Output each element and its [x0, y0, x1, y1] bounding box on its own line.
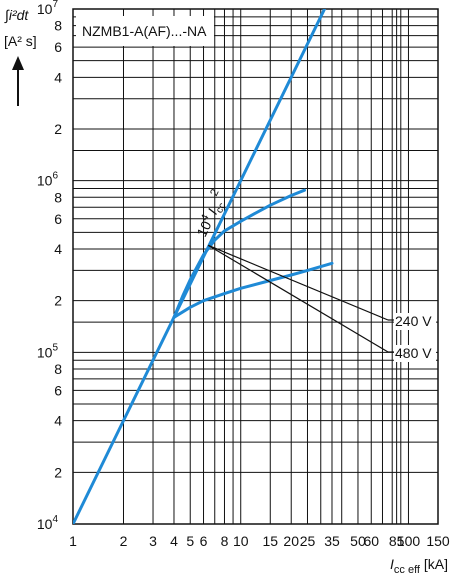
y-tick-label: 6 — [54, 39, 62, 55]
x-tick-label: 35 — [324, 533, 340, 549]
y-tick-mantissa: 4 — [54, 413, 62, 429]
x-tick-label: 85 — [389, 533, 405, 549]
x-tick-label: 8 — [221, 533, 229, 549]
x-axis-subscript: cc eff — [394, 564, 421, 576]
annotation-480v: 480 V — [395, 345, 432, 361]
chart-title: NZMB1-A(AF)...-NA — [82, 23, 207, 39]
y-tick-label: 2 — [54, 121, 62, 137]
y-tick-mantissa: 8 — [54, 361, 62, 377]
y-tick-exponent: 6 — [52, 171, 58, 182]
x-tick-label: 25 — [300, 533, 316, 549]
x-tick-label: 5 — [186, 533, 194, 549]
y-tick-label: 107 — [37, 0, 59, 17]
y-tick-label: 4 — [54, 241, 62, 257]
y-tick-mantissa: 4 — [54, 69, 62, 85]
x-axis-symbol: I — [390, 556, 394, 572]
y-tick-label: 6 — [54, 382, 62, 398]
y-tick-mantissa: 6 — [54, 382, 62, 398]
x-tick-label: 2 — [120, 533, 128, 549]
y-tick-exponent: 4 — [52, 514, 58, 525]
label-pow: 2 — [207, 187, 222, 201]
y-tick-mantissa: 10 — [37, 173, 53, 189]
y-tick-label: 8 — [54, 18, 62, 34]
y-tick-exponent: 5 — [52, 342, 58, 353]
x-tick-label: 10 — [233, 533, 249, 549]
y-tick-mantissa: 6 — [54, 211, 62, 227]
label-exp: 4 — [199, 212, 212, 222]
x-tick-label: 20 — [283, 533, 299, 549]
x-tick-label: 60 — [363, 533, 379, 549]
y-tick-label: 6 — [54, 211, 62, 227]
series-line-1 — [73, 9, 327, 524]
y-tick-mantissa: 2 — [54, 464, 62, 480]
y-tick-mantissa: 10 — [37, 1, 53, 17]
title-box — [76, 16, 214, 46]
y-axis-label-line1: ∫i²dt — [4, 7, 29, 24]
label-coef: 10 — [193, 218, 214, 239]
y-tick-mantissa: 2 — [54, 121, 62, 137]
x-tick-label: 1 — [69, 533, 77, 549]
x-tick-label: 15 — [262, 533, 278, 549]
y-tick-label: 2 — [54, 464, 62, 480]
y-tick-label: 4 — [54, 69, 62, 85]
y-tick-label: 106 — [37, 171, 59, 189]
x-tick-label: 50 — [350, 533, 366, 549]
y-tick-mantissa: 10 — [37, 344, 53, 360]
y-axis-arrow-head — [12, 56, 24, 70]
y-tick-label: 104 — [37, 514, 59, 532]
leader-480v — [207, 244, 389, 353]
y-tick-label: 105 — [37, 342, 59, 360]
series-line-3 — [172, 261, 334, 319]
y-tick-mantissa: 2 — [54, 293, 62, 309]
y-tick-mantissa: 6 — [54, 39, 62, 55]
leader-240v — [207, 244, 389, 321]
y-tick-mantissa: 8 — [54, 189, 62, 205]
y-axis-integral: ∫i²dt — [4, 7, 29, 24]
y-tick-mantissa: 4 — [54, 241, 62, 257]
x-tick-label: 4 — [170, 533, 178, 549]
annotation-480v-bg — [394, 345, 436, 362]
annotation-240v: 240 V — [395, 313, 432, 329]
x-tick-label: 100 — [397, 533, 421, 549]
y-tick-label: 2 — [54, 293, 62, 309]
y-axis-label-line2: [A² s] — [4, 33, 37, 49]
plot-frame — [72, 8, 439, 525]
y-tick-mantissa: 10 — [37, 516, 53, 532]
annotation-240v-bg — [394, 313, 436, 330]
y-tick-label: 4 — [54, 413, 62, 429]
label-sub: cc — [214, 201, 228, 215]
x-tick-label: 150 — [426, 533, 450, 549]
x-tick-label: 6 — [200, 533, 208, 549]
y-tick-label: 8 — [54, 189, 62, 205]
series-group — [73, 9, 334, 524]
x-axis-unit: [kA] — [420, 556, 448, 572]
y-tick-mantissa: 8 — [54, 18, 62, 34]
x-tick-label: 3 — [149, 533, 157, 549]
y-tick-exponent: 7 — [52, 0, 58, 10]
y-tick-label: 8 — [54, 361, 62, 377]
x-axis-label: Icc eff [kA] — [390, 556, 448, 576]
series-line-2 — [172, 188, 306, 319]
